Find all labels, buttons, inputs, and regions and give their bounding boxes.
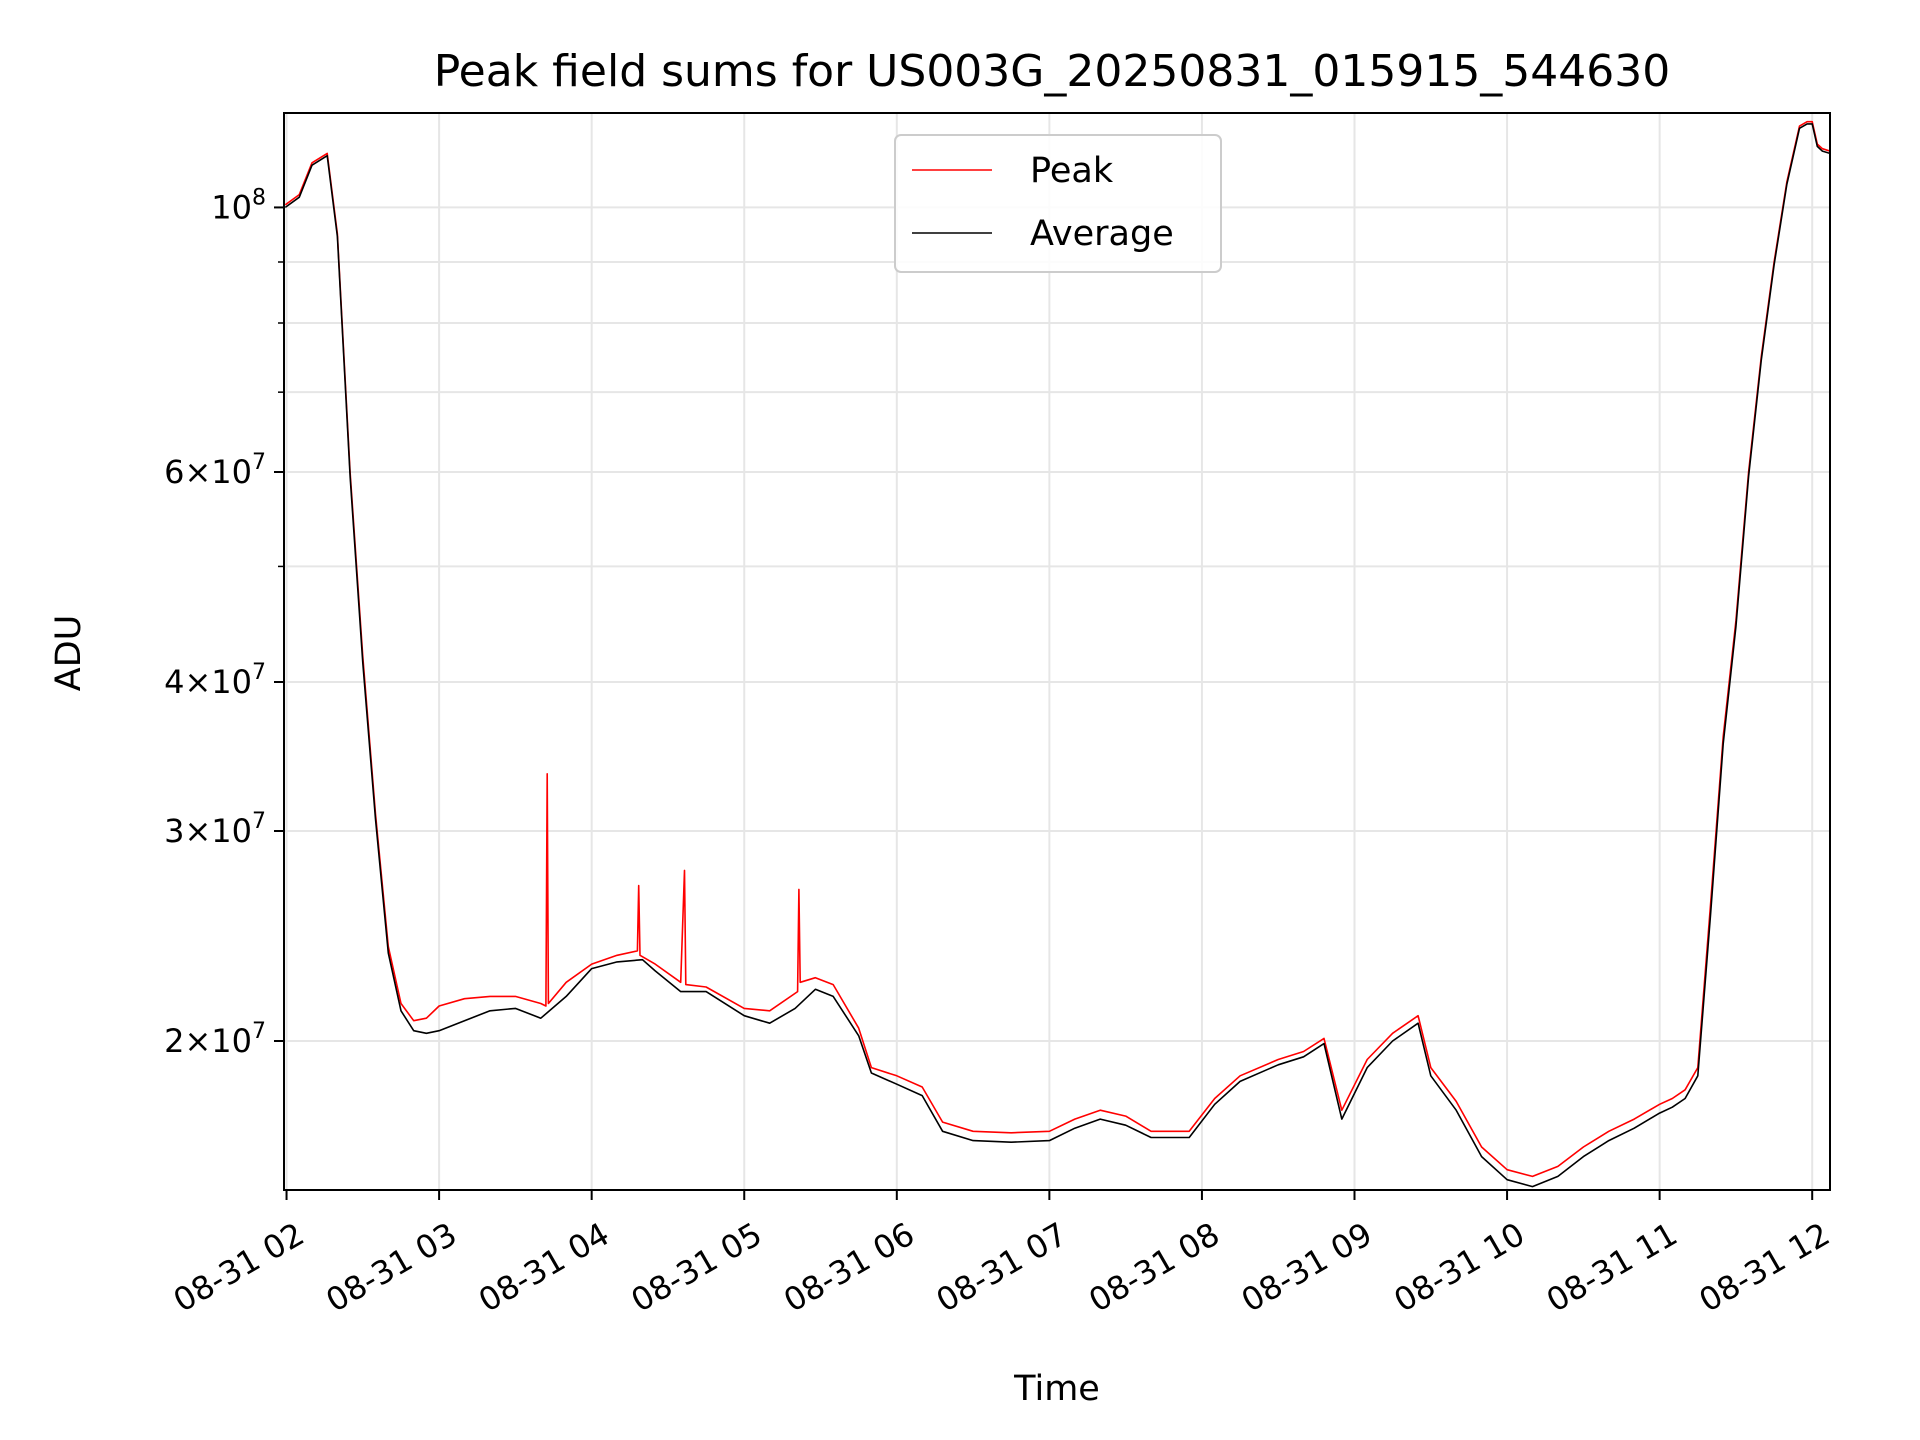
x-axis: 08-31 02 08-31 03 08-31 04 08-31 05 08-31 06… xyxy=(167,1190,1836,1320)
x-tick-label: 08-31 02 xyxy=(167,1215,311,1320)
x-axis-label: Time xyxy=(1013,1369,1100,1409)
x-tick-label: 08-31 06 xyxy=(777,1215,921,1320)
x-tick-label: 08-31 03 xyxy=(320,1215,464,1320)
x-tick-label: 08-31 12 xyxy=(1693,1215,1837,1320)
y-tick-label: 3×107 xyxy=(164,809,266,850)
x-tick-label: 08-31 09 xyxy=(1235,1215,1379,1320)
plot-frame xyxy=(283,112,1831,1191)
series-line-peak xyxy=(284,120,1830,1178)
x-tick-label: 08-31 07 xyxy=(930,1215,1074,1320)
x-tick-label: 08-31 04 xyxy=(472,1215,616,1320)
grid xyxy=(284,113,1830,1190)
legend-label-average: Average xyxy=(1030,214,1174,254)
y-tick-label: 4×107 xyxy=(164,660,266,701)
plot-area xyxy=(284,120,1830,1188)
y-axis: 2×107 3×107 4×107 6×107 108 xyxy=(164,185,284,1060)
x-tick-label: 08-31 10 xyxy=(1387,1215,1531,1320)
series-line-average xyxy=(284,123,1830,1188)
y-axis-label: ADU xyxy=(49,615,89,692)
y-tick-label: 6×107 xyxy=(164,450,266,491)
legend: Peak Average xyxy=(894,134,1222,273)
series-group xyxy=(284,120,1830,1188)
y-tick-label: 108 xyxy=(211,185,266,226)
x-tick-label: 08-31 11 xyxy=(1540,1215,1684,1320)
x-tick-label: 08-31 05 xyxy=(625,1215,769,1320)
y-tick-label: 2×107 xyxy=(164,1019,266,1060)
chart-title: Peak field sums for US003G_20250831_0159… xyxy=(434,46,1671,97)
x-tick-label: 08-31 08 xyxy=(1082,1215,1226,1320)
legend-label-peak: Peak xyxy=(1030,151,1114,191)
